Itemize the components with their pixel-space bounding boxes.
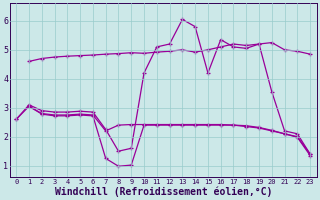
X-axis label: Windchill (Refroidissement éolien,°C): Windchill (Refroidissement éolien,°C) [54,186,272,197]
